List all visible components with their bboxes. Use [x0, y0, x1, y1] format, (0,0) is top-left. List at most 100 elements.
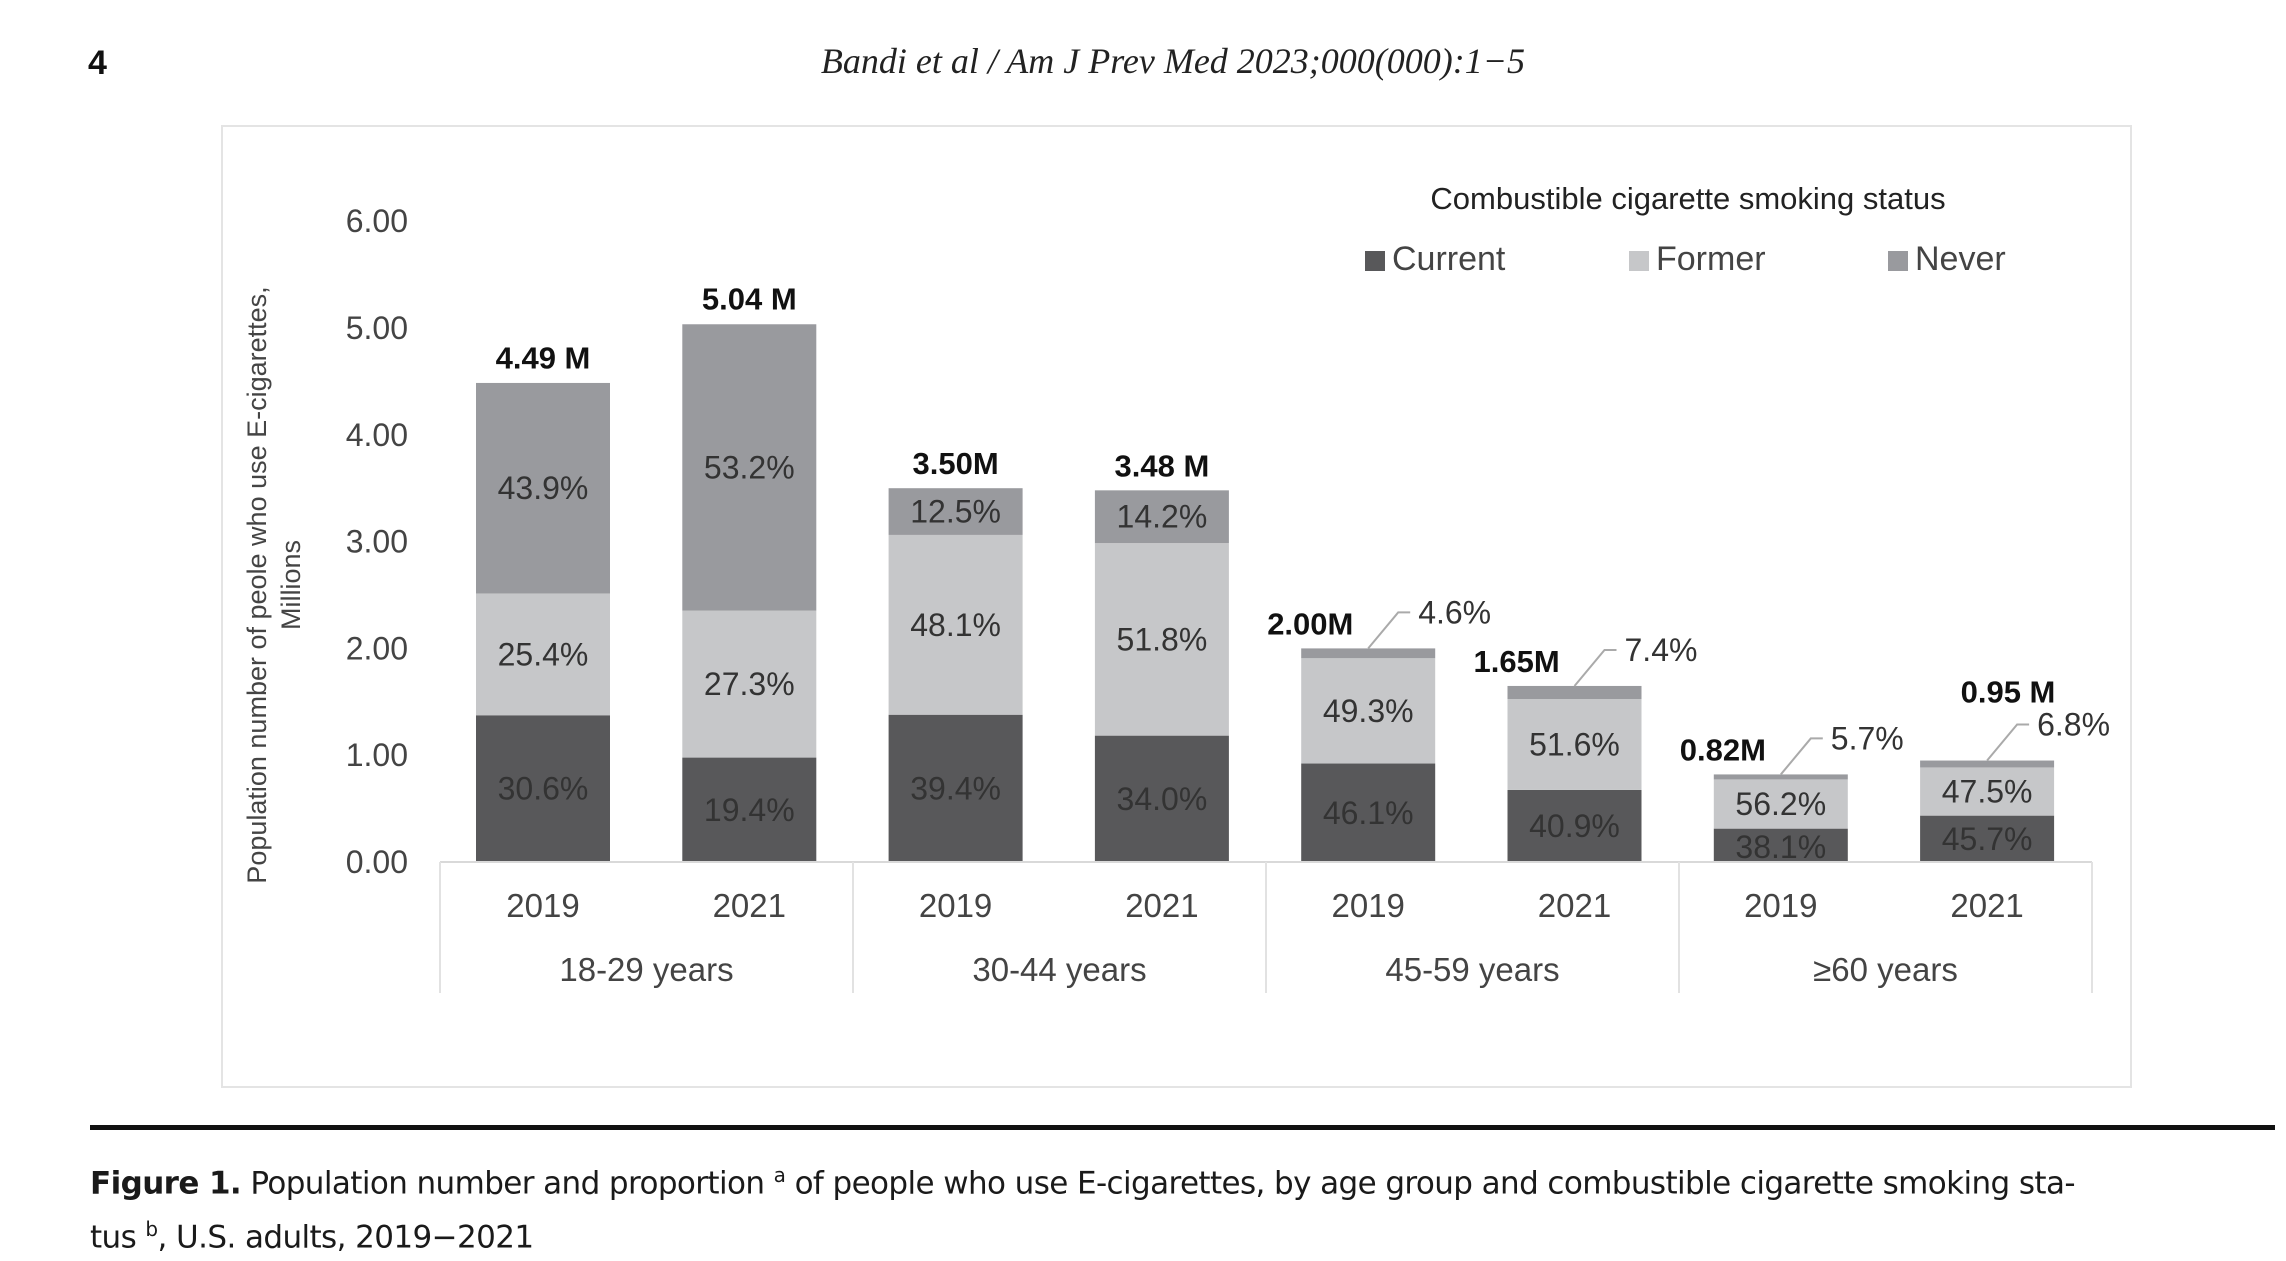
segment-label: 46.1%: [1323, 795, 1414, 831]
y-tick-label: 0.00: [346, 844, 408, 880]
group-label: ≥60 years: [1813, 951, 1958, 988]
total-label: 5.04 M: [702, 282, 797, 317]
y-tick-label: 2.00: [346, 630, 408, 666]
y-tick-label: 4.00: [346, 417, 408, 453]
bar-stack: 30.6% 25.4% 43.9% 4.49 M: [476, 340, 610, 862]
y-axis-title: Population number of peole who use E-cig…: [242, 286, 306, 883]
bar-segment-former: [1713, 779, 1848, 829]
segment-label: 56.2%: [1735, 786, 1826, 822]
bar-segment-never: [1920, 760, 2055, 768]
y-tick-label: 5.00: [346, 310, 408, 346]
segment-label: 49.3%: [1323, 693, 1414, 729]
bar-segment-never: [682, 324, 817, 611]
caption-text-1: Population number and proportion: [241, 1165, 774, 1202]
leader-line: [1780, 737, 1823, 776]
segment-label: 43.9%: [498, 470, 589, 506]
footnote-a: a: [773, 1163, 786, 1187]
x-tick-label: 2019: [506, 887, 579, 924]
segment-label: 4.6%: [1418, 594, 1491, 630]
legend-swatch-current: [1365, 251, 1385, 271]
bar-segment-current: [1507, 789, 1642, 862]
x-tick-label: 2021: [1538, 887, 1611, 924]
legend-swatch-never: [1888, 251, 1908, 271]
legend-label-current: Current: [1392, 240, 1506, 278]
segment-label: 12.5%: [910, 494, 1001, 530]
total-label: 4.49 M: [496, 340, 591, 375]
segment-label: 14.2%: [1117, 499, 1208, 535]
segment-label: 53.2%: [704, 449, 795, 485]
bar-segment-current: [888, 714, 1023, 862]
segment-label: 5.7%: [1831, 720, 1904, 756]
segment-label: 47.5%: [1942, 774, 2033, 810]
x-tick-label: 2019: [919, 887, 992, 924]
x-tick-label: 2021: [713, 887, 786, 924]
bar-segment-former: [476, 593, 610, 716]
segment-label: 19.4%: [704, 792, 795, 828]
bar-segment-former: [1507, 698, 1642, 790]
y-axis-title-line2: Millions: [276, 540, 306, 630]
bar-stack: 34.0% 51.8% 14.2% 3.48 M: [1094, 448, 1229, 862]
bar-segment-former: [888, 534, 1023, 715]
segment-label: 45.7%: [1942, 821, 2033, 857]
segment-label: 30.6%: [498, 771, 589, 807]
x-tick-label: 2021: [1950, 887, 2023, 924]
bar-stack: 19.4% 27.3% 53.2% 5.04 M: [682, 282, 817, 862]
group-label: 18-29 years: [559, 951, 733, 988]
x-tick-label: 2019: [1331, 887, 1404, 924]
bar-segment-never: [1301, 648, 1436, 659]
segment-label: 48.1%: [910, 607, 1001, 643]
bar-segment-current: [1094, 735, 1229, 862]
bar-stack: 38.1% 56.2%5.7% 0.82M: [1680, 720, 1904, 865]
segment-label: 7.4%: [1625, 632, 1698, 668]
legend-swatch-former: [1629, 251, 1649, 271]
bar-segment-former: [1301, 658, 1436, 764]
y-axis-title-line1: Population number of peole who use E-cig…: [242, 286, 272, 883]
y-tick-label: 3.00: [346, 524, 408, 560]
group-label: 30-44 years: [972, 951, 1146, 988]
legend-label-never: Never: [1915, 240, 2006, 278]
segment-label: 27.3%: [704, 666, 795, 702]
caption-text-4: , U.S. adults, 2019−2021: [157, 1219, 535, 1256]
y-axis-ticks: 0.00 1.00 2.00 3.00 4.00 5.00 6.00: [346, 203, 408, 880]
total-label: 3.50M: [913, 446, 999, 481]
leader-line: [1367, 611, 1411, 650]
segment-label: 38.1%: [1735, 829, 1826, 865]
bar-segment-never: [1713, 774, 1848, 780]
segment-label: 51.8%: [1117, 621, 1208, 657]
leader-line: [1573, 648, 1617, 687]
running-head: Bandi et al / Am J Prev Med 2023;000(000…: [820, 41, 1526, 81]
bar-stack: 40.9% 51.6% 7.4% 1.65M: [1474, 632, 1698, 862]
bar-stack: 45.7% 47.5%6.8%0.95 M: [1920, 675, 2110, 862]
bar-segment-former: [1094, 543, 1229, 736]
bars: 30.6% 25.4% 43.9% 4.49 M 19.4% 27.3% 53.2% 5.04…: [476, 282, 2110, 865]
y-tick-label: 1.00: [346, 737, 408, 773]
bar-stack: 46.1% 49.3% 4.6% 2.00M: [1267, 594, 1491, 862]
segment-label: 40.9%: [1529, 808, 1620, 844]
bar-stack: 39.4% 48.1% 12.5% 3.50M: [888, 446, 1023, 862]
total-label: 1.65M: [1474, 644, 1560, 679]
legend-title: Combustible cigarette smoking status: [1430, 181, 1945, 216]
bar-segment-current: [1301, 763, 1436, 862]
bar-segment-former: [682, 610, 817, 758]
total-label: 2.00M: [1267, 606, 1353, 641]
x-tick-label: 2019: [1744, 887, 1817, 924]
legend: Combustible cigarette smoking status Cur…: [1365, 181, 2006, 278]
figure-caption: Figure 1. Population number and proporti…: [90, 1152, 2270, 1261]
bar-segment-current: [1920, 815, 2055, 862]
segment-label: 25.4%: [498, 636, 589, 672]
caption-text-3: tus: [90, 1219, 146, 1256]
page-number: 4: [88, 44, 107, 82]
bar-segment-current: [476, 715, 610, 862]
y-tick-label: 6.00: [346, 203, 408, 239]
bar-segment-current: [1713, 828, 1848, 862]
leader-line: [1986, 723, 2030, 762]
segment-label: 6.8%: [2037, 707, 2110, 743]
bar-segment-never: [888, 488, 1023, 535]
segment-label: 51.6%: [1529, 726, 1620, 762]
footnote-b: b: [145, 1217, 158, 1242]
group-label: 45-59 years: [1385, 951, 1559, 988]
segment-label: 34.0%: [1117, 781, 1208, 817]
bar-segment-never: [1507, 685, 1642, 699]
x-axis: 2019 2021 2019 2021 2019 2021 2019 2021 18-29 ye…: [439, 861, 2093, 993]
